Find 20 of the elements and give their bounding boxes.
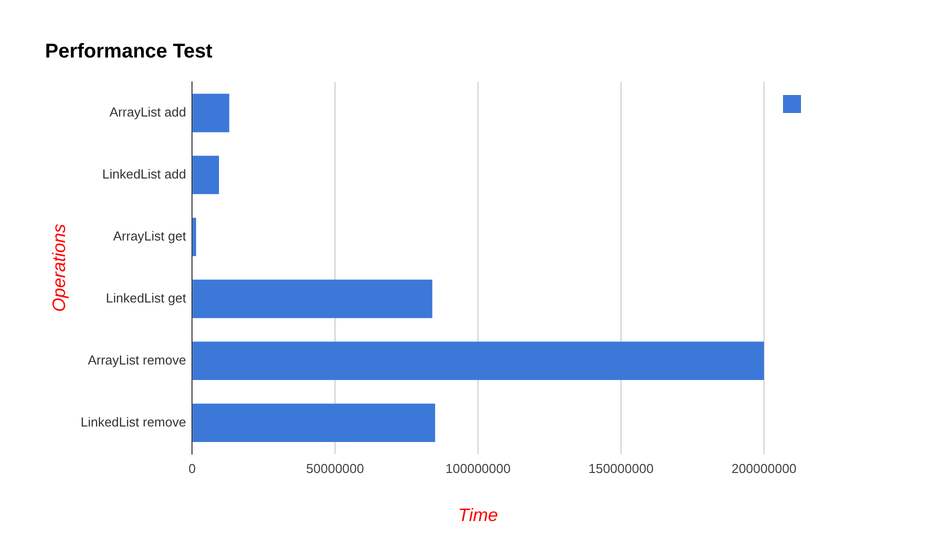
y-tick-label: ArrayList add <box>110 104 186 120</box>
x-tick-label: 200000000 <box>731 461 797 476</box>
y-tick-label: LinkedList remove <box>80 414 186 430</box>
bar <box>192 94 230 132</box>
x-tick-label: 150000000 <box>588 461 654 476</box>
chart-title: Performance Test <box>45 40 213 63</box>
y-tick-label: LinkedList get <box>106 290 186 306</box>
y-tick-label: ArrayList get <box>113 228 186 244</box>
bar <box>192 280 432 318</box>
x-axis-title: Time <box>458 505 498 526</box>
y-tick-label: ArrayList remove <box>88 352 186 368</box>
y-axis-title: Operations <box>48 224 69 312</box>
bar <box>192 156 219 194</box>
x-tick-label: 100000000 <box>446 461 511 476</box>
x-tick-label: 0 <box>188 461 196 476</box>
bar <box>192 404 436 442</box>
bar <box>192 218 196 256</box>
bar <box>192 342 764 380</box>
x-tick-label: 50000000 <box>306 461 364 476</box>
y-tick-label: LinkedList add <box>102 166 186 182</box>
